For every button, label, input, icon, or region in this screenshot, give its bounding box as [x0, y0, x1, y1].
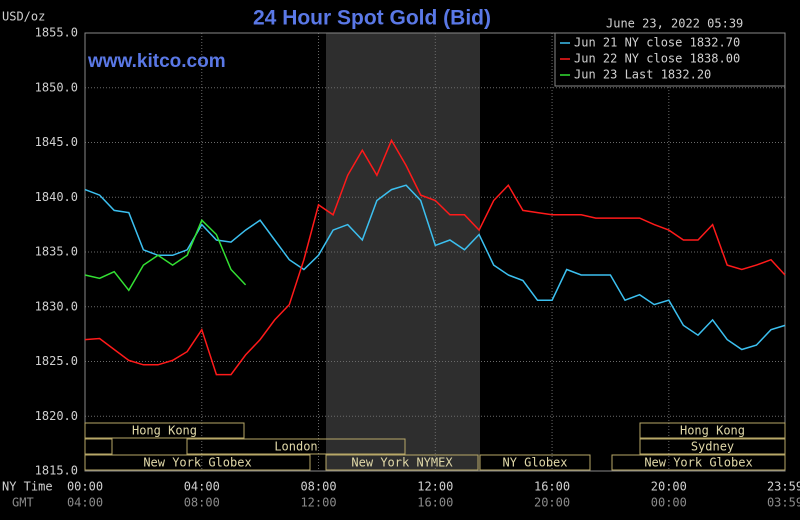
y-tick-label: 1840.0: [35, 190, 78, 204]
session-box: [479, 454, 591, 471]
x2-tick-label: 00:00: [651, 496, 687, 510]
x2-tick-label: 12:00: [300, 496, 336, 510]
y-tick-label: 1830.0: [35, 299, 78, 313]
x2-tick-label: 03:59: [767, 496, 800, 510]
x2-axis-label: GMT: [12, 496, 34, 510]
session-box: [639, 438, 786, 455]
unit-label: USD/oz: [2, 10, 45, 24]
y-tick-label: 1845.0: [35, 135, 78, 149]
session-box: [84, 454, 311, 471]
price-line: [84, 218, 247, 292]
x2-tick-label: 20:00: [534, 496, 570, 510]
x-tick-label: 23:59: [767, 480, 800, 494]
session-box: [611, 454, 786, 471]
session-box: [325, 454, 479, 471]
session-label: New York NYMEX: [351, 456, 453, 470]
chart-title: 24 Hour Spot Gold (Bid): [253, 7, 491, 30]
x-tick-label: 00:00: [67, 480, 103, 494]
legend-entry: Jun 22 NY close 1838.00: [574, 52, 740, 66]
y-tick-label: 1815.0: [35, 464, 78, 478]
y-tick-label: 1850.0: [35, 80, 78, 94]
plot-frame: [84, 32, 786, 472]
session-box: [84, 422, 245, 439]
session-label: NY Globex: [502, 456, 567, 470]
legend-entry: Jun 23 Last 1832.20: [574, 68, 711, 82]
website: www.kitco.com: [87, 51, 226, 72]
x2-tick-label: 16:00: [417, 496, 453, 510]
legend-box: [554, 32, 786, 87]
session-label: New York Globex: [143, 456, 251, 470]
session-box: [639, 422, 786, 439]
y-tick-label: 1835.0: [35, 245, 78, 259]
x-tick-label: 20:00: [651, 480, 687, 494]
x2-tick-label: 04:00: [67, 496, 103, 510]
legend-entry: Jun 21 NY close 1832.70: [574, 36, 740, 50]
price-line: [84, 138, 786, 376]
x-tick-label: 04:00: [184, 480, 220, 494]
price-line: [84, 184, 786, 351]
session-label: Hong Kong: [680, 424, 745, 438]
y-tick-label: 1855.0: [35, 26, 78, 40]
session-label: New York Globex: [644, 456, 752, 470]
y-tick-label: 1825.0: [35, 354, 78, 368]
x-axis-label: NY Time: [2, 480, 53, 494]
x-tick-label: 16:00: [534, 480, 570, 494]
x-tick-label: 12:00: [417, 480, 453, 494]
session-box: [84, 438, 113, 455]
x2-tick-label: 08:00: [184, 496, 220, 510]
session-label: Sydney: [691, 440, 734, 454]
session-label: Hong Kong: [132, 424, 197, 438]
session-label: London: [274, 440, 317, 454]
timestamp: June 23, 2022 05:39: [606, 17, 743, 31]
session-box: [186, 438, 406, 455]
y-tick-label: 1820.0: [35, 409, 78, 423]
x-tick-label: 08:00: [300, 480, 336, 494]
